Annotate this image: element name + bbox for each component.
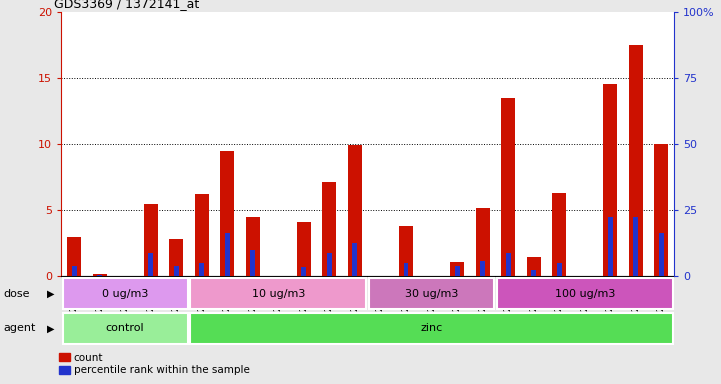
Bar [497, 278, 673, 310]
Bar [149, 253, 153, 276]
Bar [97, 275, 102, 276]
Bar [190, 278, 366, 310]
Bar [353, 243, 358, 276]
Text: dose: dose [4, 289, 30, 299]
Bar [297, 222, 311, 276]
Bar [174, 266, 179, 276]
Text: control: control [106, 323, 144, 333]
Bar [603, 84, 617, 276]
Bar [531, 270, 536, 276]
Bar [220, 151, 234, 276]
Bar [404, 263, 409, 276]
Bar [71, 266, 76, 276]
Text: agent: agent [4, 323, 36, 333]
Bar [348, 145, 362, 276]
Bar [659, 233, 664, 276]
Text: ▶: ▶ [47, 289, 54, 299]
Bar [225, 233, 230, 276]
Text: 100 ug/m3: 100 ug/m3 [554, 289, 615, 299]
Bar [92, 274, 107, 276]
Text: ▶: ▶ [47, 323, 54, 333]
Bar [455, 266, 459, 276]
Bar [557, 263, 562, 276]
Bar [501, 98, 516, 276]
Text: GDS3369 / 1372141_at: GDS3369 / 1372141_at [54, 0, 199, 10]
Bar [246, 217, 260, 276]
Text: 0 ug/m3: 0 ug/m3 [102, 289, 149, 299]
Legend: count, percentile rank within the sample: count, percentile rank within the sample [59, 353, 249, 375]
Bar [450, 262, 464, 276]
Bar [63, 313, 187, 344]
Bar [369, 278, 494, 310]
Bar [195, 194, 209, 276]
Bar [169, 239, 183, 276]
Bar [505, 253, 510, 276]
Bar [199, 263, 204, 276]
Text: 10 ug/m3: 10 ug/m3 [252, 289, 305, 299]
Bar [63, 278, 187, 310]
Bar [399, 226, 413, 276]
Bar [608, 217, 613, 276]
Bar [322, 182, 337, 276]
Bar [143, 204, 158, 276]
Bar [655, 144, 668, 276]
Bar [190, 313, 673, 344]
Bar [526, 257, 541, 276]
Bar [480, 261, 485, 276]
Text: 30 ug/m3: 30 ug/m3 [405, 289, 459, 299]
Bar [629, 45, 643, 276]
Bar [552, 193, 566, 276]
Bar [250, 250, 255, 276]
Text: zinc: zinc [420, 323, 443, 333]
Bar [327, 253, 332, 276]
Bar [476, 208, 490, 276]
Bar [633, 217, 638, 276]
Bar [67, 237, 81, 276]
Bar [301, 267, 306, 276]
